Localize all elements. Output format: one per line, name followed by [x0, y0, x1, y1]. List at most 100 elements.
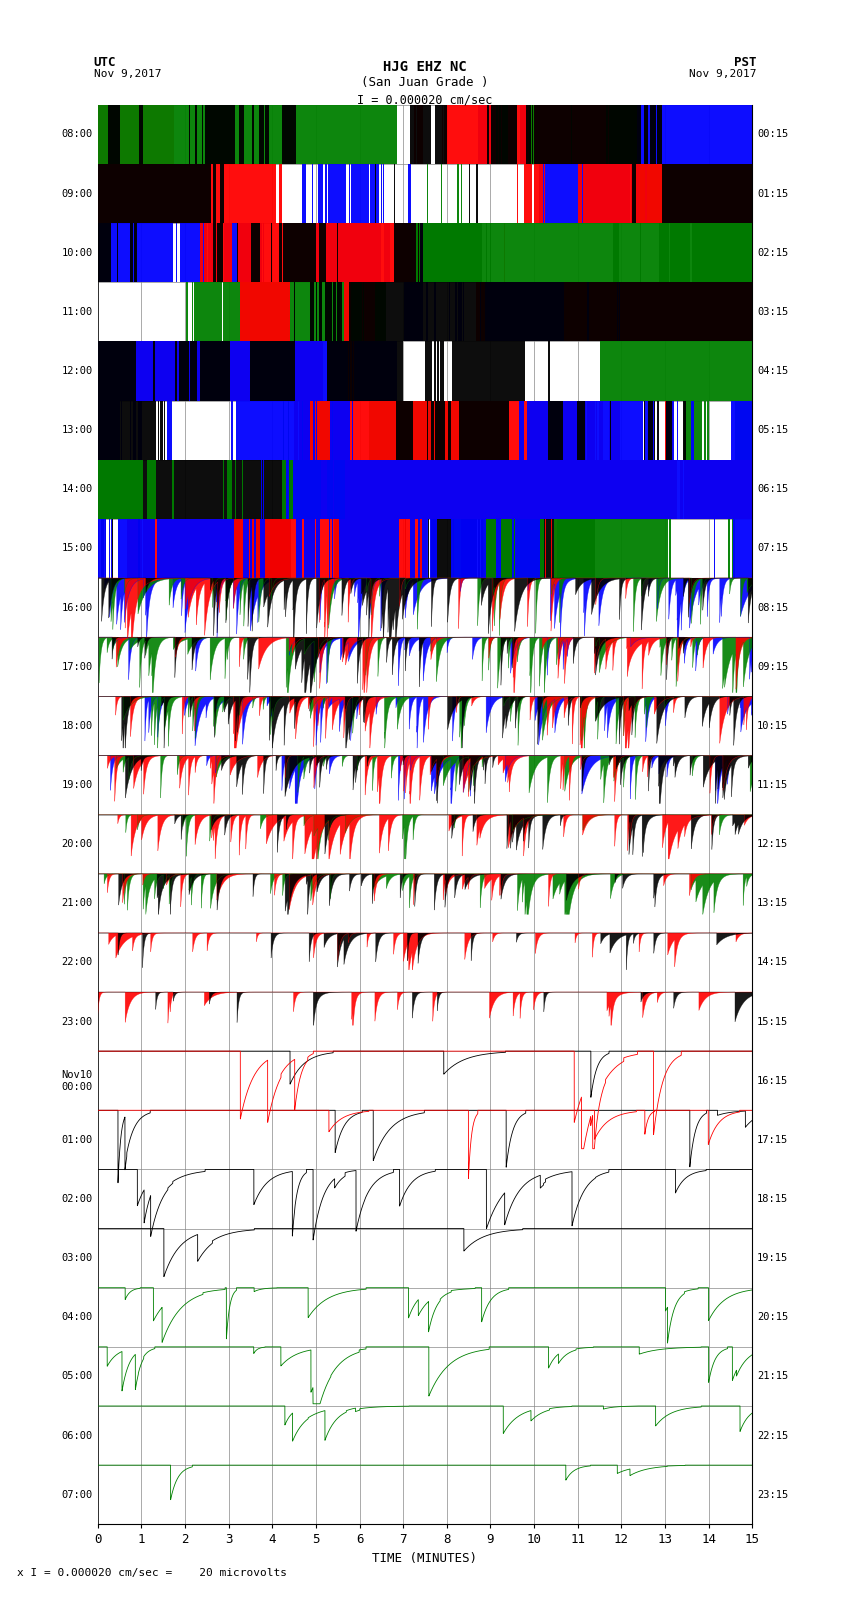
Bar: [378, 519, 379, 577]
Bar: [452, 342, 453, 400]
Bar: [302, 400, 343, 460]
Bar: [213, 165, 216, 223]
Bar: [134, 223, 137, 282]
Bar: [713, 282, 715, 342]
Bar: [490, 223, 491, 282]
Bar: [480, 282, 485, 342]
Bar: [470, 400, 471, 460]
Bar: [637, 165, 638, 223]
Bar: [478, 105, 492, 165]
Bar: [425, 342, 432, 400]
Bar: [319, 223, 326, 282]
Bar: [283, 400, 284, 460]
Bar: [348, 165, 350, 223]
Bar: [371, 165, 376, 223]
Bar: [108, 105, 120, 165]
Bar: [158, 400, 159, 460]
Bar: [644, 400, 654, 460]
Bar: [603, 282, 605, 342]
Bar: [156, 519, 157, 577]
Bar: [354, 342, 396, 400]
Bar: [515, 519, 536, 577]
Bar: [418, 519, 421, 577]
Bar: [411, 519, 415, 577]
Bar: [143, 519, 426, 577]
Bar: [237, 400, 310, 460]
Bar: [173, 105, 174, 165]
Bar: [428, 519, 429, 577]
Bar: [205, 105, 235, 165]
Bar: [98, 105, 397, 165]
Bar: [344, 282, 351, 342]
Bar: [496, 105, 498, 165]
Bar: [578, 165, 582, 223]
Bar: [731, 400, 752, 460]
Bar: [417, 105, 422, 165]
Bar: [325, 282, 332, 342]
Bar: [666, 400, 668, 460]
Bar: [683, 400, 686, 460]
Bar: [376, 165, 377, 223]
Bar: [98, 165, 101, 223]
Bar: [138, 400, 142, 460]
Text: I = 0.000020 cm/sec: I = 0.000020 cm/sec: [357, 94, 493, 106]
Text: UTC: UTC: [94, 56, 116, 69]
Bar: [172, 460, 173, 519]
Bar: [444, 105, 632, 165]
Bar: [283, 223, 316, 282]
Bar: [606, 282, 608, 342]
Bar: [303, 519, 313, 577]
Bar: [207, 165, 210, 223]
Bar: [426, 519, 427, 577]
Bar: [543, 165, 546, 223]
Bar: [250, 342, 292, 400]
Bar: [448, 400, 451, 460]
Bar: [167, 400, 173, 460]
Bar: [430, 105, 431, 165]
Bar: [614, 223, 619, 282]
Bar: [205, 165, 206, 223]
Bar: [316, 400, 317, 460]
Bar: [337, 400, 586, 460]
Bar: [334, 519, 371, 577]
Bar: [583, 165, 585, 223]
Bar: [259, 105, 264, 165]
Bar: [457, 282, 462, 342]
Bar: [133, 400, 135, 460]
Bar: [137, 519, 138, 577]
Bar: [184, 519, 292, 577]
Bar: [182, 519, 183, 577]
Bar: [282, 460, 347, 519]
Bar: [204, 223, 232, 282]
Bar: [348, 342, 349, 400]
Bar: [517, 165, 518, 223]
Bar: [408, 165, 411, 223]
Bar: [600, 342, 752, 400]
Bar: [280, 223, 282, 282]
Bar: [112, 519, 113, 577]
Bar: [666, 400, 674, 460]
Bar: [163, 519, 234, 577]
Bar: [318, 165, 324, 223]
Bar: [251, 223, 260, 282]
Bar: [98, 400, 156, 460]
Bar: [362, 282, 363, 342]
Bar: [139, 519, 142, 577]
Bar: [345, 460, 347, 519]
Bar: [456, 519, 462, 577]
Bar: [196, 282, 222, 342]
Bar: [537, 519, 540, 577]
Bar: [539, 165, 631, 223]
Bar: [419, 519, 421, 577]
Bar: [323, 460, 325, 519]
Bar: [728, 519, 729, 577]
Bar: [243, 519, 249, 577]
Bar: [685, 460, 752, 519]
Bar: [434, 282, 435, 342]
Bar: [620, 282, 752, 342]
Bar: [304, 400, 332, 460]
Bar: [154, 342, 155, 400]
Bar: [517, 105, 518, 165]
Bar: [502, 105, 508, 165]
Bar: [223, 282, 228, 342]
